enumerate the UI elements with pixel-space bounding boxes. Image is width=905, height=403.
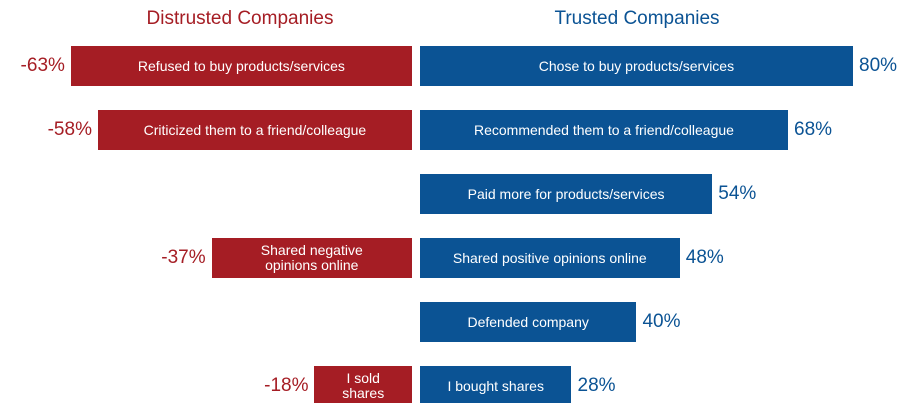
- value-label: -63%: [20, 55, 65, 76]
- series-title: Distrusted Companies: [146, 8, 334, 29]
- value-label: 48%: [685, 247, 724, 268]
- bar: Shared positive opinions online: [419, 238, 680, 278]
- value-label: -18%: [264, 375, 309, 396]
- bar-label: Refused to buy products/services: [137, 57, 345, 74]
- bar: Defended company: [419, 302, 637, 342]
- bar-label: I sold shares: [342, 370, 385, 401]
- bar-label: Shared negative opinions online: [260, 242, 363, 273]
- value-label: -37%: [161, 247, 206, 268]
- bar: Recommended them to a friend/colleague: [419, 110, 789, 150]
- bar: Shared negative opinions online: [211, 238, 412, 278]
- bar: Paid more for products/services: [419, 174, 713, 214]
- bar: Criticized them to a friend/colleague: [97, 110, 412, 150]
- bar-label: Chose to buy products/services: [538, 57, 735, 74]
- value-label: 80%: [859, 55, 898, 76]
- bar: I sold shares: [314, 366, 412, 403]
- series-title: Trusted Companies: [554, 8, 720, 29]
- bar: Refused to buy products/services: [70, 46, 412, 86]
- bar: Chose to buy products/services: [419, 46, 853, 86]
- value-label: 40%: [642, 311, 681, 332]
- bar-label: Paid more for products/services: [467, 185, 665, 202]
- bar-label: I bought shares: [447, 377, 544, 394]
- value-label: 28%: [577, 375, 616, 396]
- bar-label: Defended company: [467, 313, 589, 330]
- bar-label: Criticized them to a friend/colleague: [143, 121, 367, 138]
- bar: I bought shares: [419, 366, 572, 403]
- value-label: 68%: [794, 119, 833, 140]
- value-label: 54%: [718, 183, 757, 204]
- bar-label: Recommended them to a friend/colleague: [474, 121, 734, 138]
- bar-label: Shared positive opinions online: [452, 249, 647, 266]
- value-label: -58%: [47, 119, 92, 140]
